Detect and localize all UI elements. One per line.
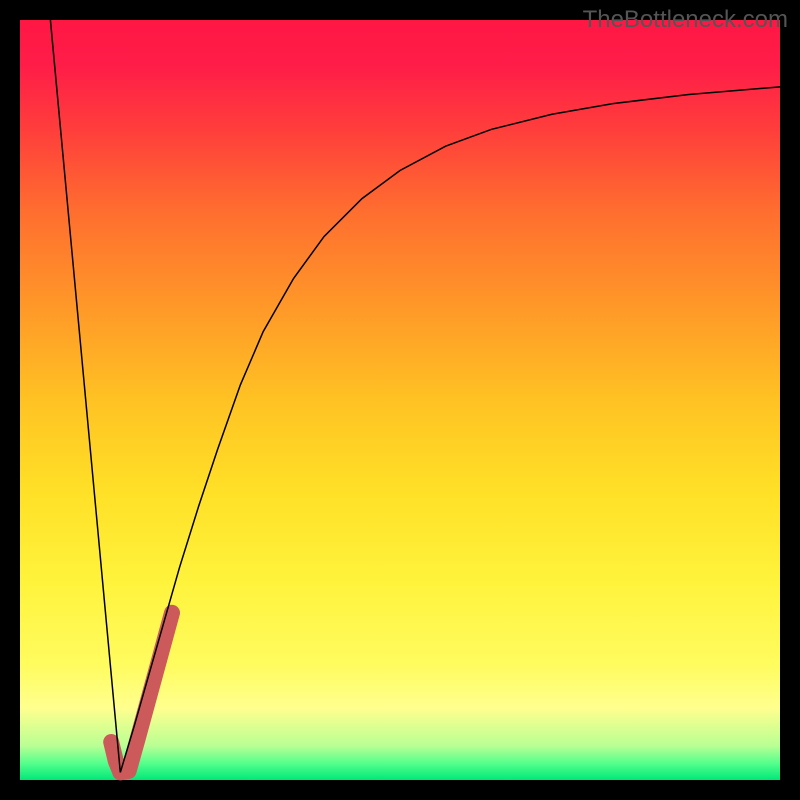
chart-svg: [0, 0, 800, 800]
watermark-text: TheBottleneck.com: [583, 6, 788, 34]
bottleneck-chart: TheBottleneck.com: [0, 0, 800, 800]
plot-background: [20, 20, 780, 780]
